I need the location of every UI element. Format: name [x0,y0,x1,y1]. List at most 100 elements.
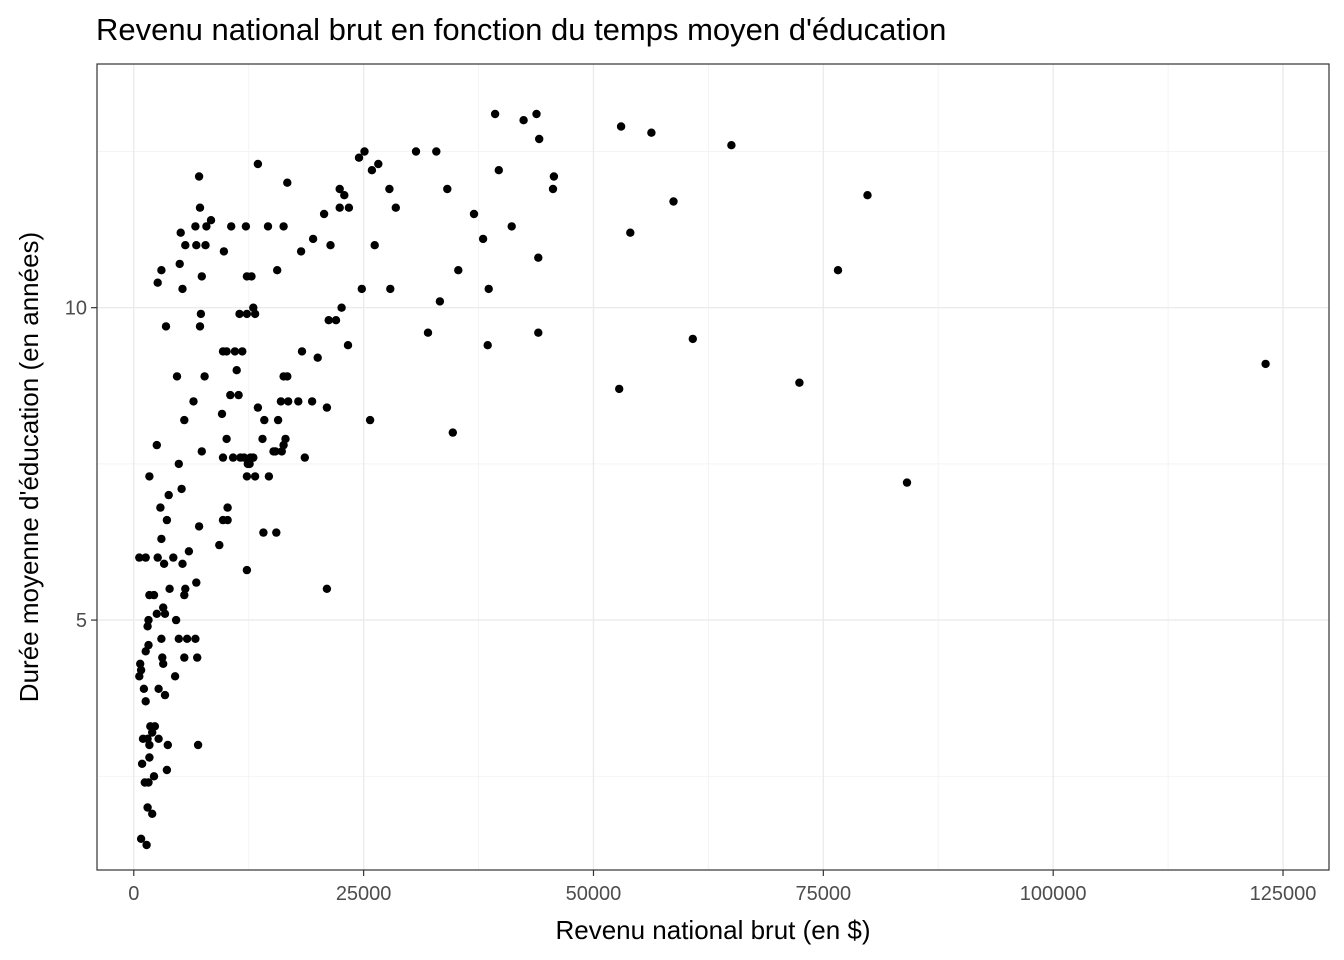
data-point [180,415,189,425]
data-point [324,316,333,325]
data-point [335,203,344,212]
data-point [227,222,236,231]
data-point [276,397,286,406]
x-axis-title: Revenu national brut (en $) [555,915,870,945]
data-point [322,584,332,593]
data-point [443,184,452,194]
x-tick-label: 50000 [566,883,622,905]
data-point [144,615,153,625]
data-point [263,222,273,231]
data-point [241,222,251,231]
grid-lines [97,64,1329,870]
data-point [141,697,150,706]
data-point [149,590,159,600]
data-point [490,109,500,119]
data-point [145,740,154,750]
data-point [149,772,159,781]
data-point [283,178,292,187]
data-point [175,259,184,269]
data-point [159,659,168,668]
data-point [411,147,421,156]
data-point [206,216,216,225]
data-point [234,390,243,400]
data-point [178,284,187,294]
data-point [230,347,240,356]
data-point [222,434,231,444]
data-point [283,372,292,381]
data-point [469,209,479,219]
data-point [483,341,492,350]
data-point [507,222,516,231]
data-point [197,447,206,456]
data-point [192,578,201,587]
data-point [136,665,146,675]
data-point [194,522,204,531]
data-point [253,159,263,169]
data-point [647,128,656,137]
data-point [386,284,395,294]
data-point [297,347,307,356]
data-point [174,634,183,643]
data-point [157,634,166,643]
data-point [161,322,171,331]
data-point [326,241,335,250]
data-point [193,653,202,662]
data-point [137,759,147,768]
data-point [264,472,274,481]
data-point [242,309,252,319]
panel-border [96,63,1330,871]
data-point [195,322,205,331]
data-point [343,341,353,350]
data-point [222,347,231,356]
data-point [478,234,488,244]
data-point [294,397,303,406]
data-point [153,553,162,562]
data-point [197,272,206,281]
data-point [548,184,558,194]
data-point [300,453,309,462]
data-point [156,503,165,512]
data-point [196,309,206,319]
data-point [160,690,170,700]
data-point [139,684,149,693]
data-point [194,172,204,181]
data-point [219,247,229,256]
data-point [152,609,161,618]
data-point [143,622,152,631]
data-point [454,266,463,275]
data-point [357,284,366,294]
data-point [215,540,224,550]
data-point [150,722,160,731]
data-point [367,166,377,175]
data-point [228,453,238,462]
data-point [615,384,624,394]
data-point [616,122,626,131]
data-point [136,834,146,843]
data-point [181,241,190,250]
data-point [245,459,254,469]
y-axis-title: Durée moyenne d'éducation (en années) [14,232,44,702]
data-point [344,203,354,212]
x-tick-label: 100000 [1020,883,1087,905]
data-point [145,753,154,762]
data-point [322,403,332,412]
data-point [242,472,252,481]
data-point [201,241,210,250]
data-point [172,372,182,381]
data-point [391,203,400,212]
data-point [669,197,678,206]
data-point [1261,359,1270,369]
axis-ticks: 0 25000 50000 75000 100000 125000 5 10 [65,298,1317,905]
data-point [218,453,228,462]
data-point [688,334,697,344]
data-point [435,297,445,306]
data-point [360,147,369,156]
data-point [626,228,635,237]
data-point [223,515,232,525]
data-point [191,634,200,643]
data-point [232,366,241,375]
data-point [259,528,268,537]
data-point [163,740,172,750]
data-point [902,478,912,487]
